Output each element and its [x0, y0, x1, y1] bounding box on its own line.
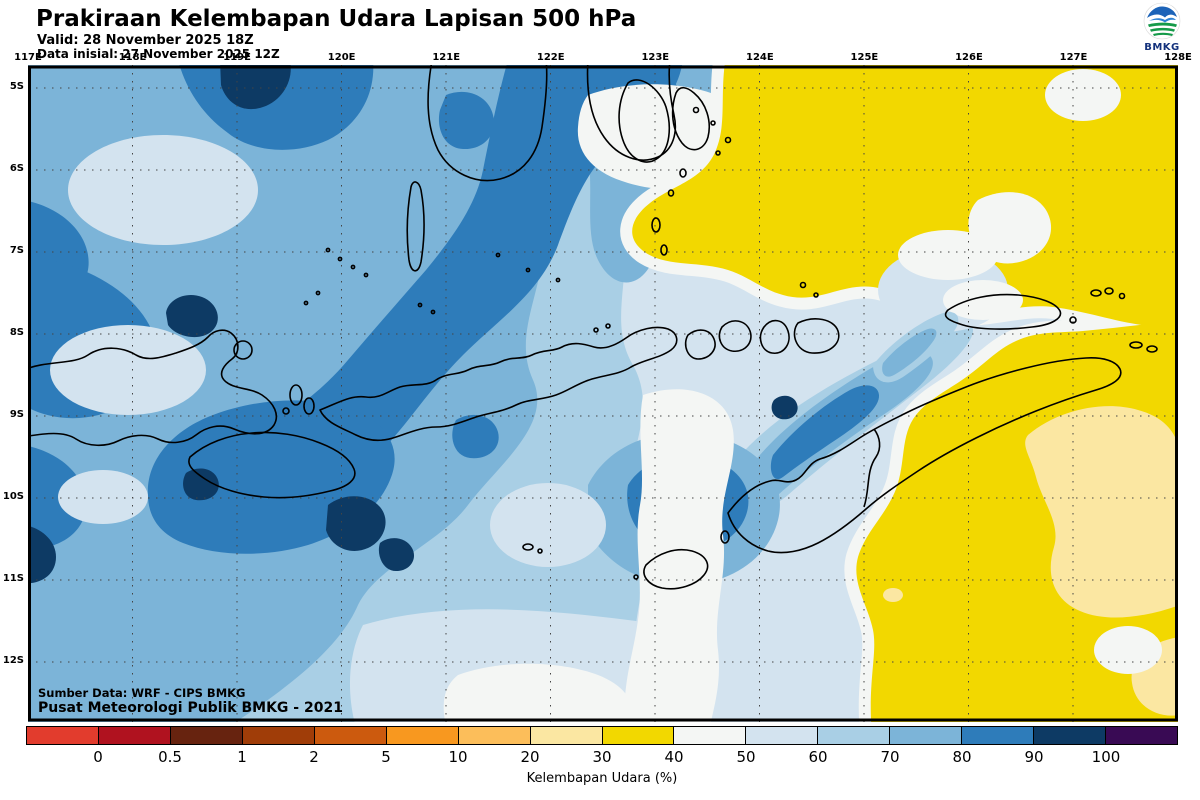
data-source-line2: Pusat Meteorologi Publik BMKG - 2021 [38, 699, 343, 716]
init-time-label: Data inisial: 27 November 2025 12Z [37, 47, 280, 61]
data-source: Sumber Data: WRF - CIPS BMKG Pusat Meteo… [38, 685, 343, 716]
lon-axis-label: 128E [1164, 52, 1192, 63]
lon-axis-label: 119E [223, 52, 251, 63]
lat-axis-label: 6S [9, 163, 24, 174]
lat-axis-label: 9S [9, 409, 24, 420]
legend-swatch [746, 727, 819, 744]
legend-tick-label: 30 [592, 748, 612, 766]
humidity-contour-map [28, 65, 1178, 722]
legend-tick-label: 5 [381, 748, 391, 766]
lon-axis-label: 120E [327, 52, 356, 63]
legend-swatch [1034, 727, 1107, 744]
graticule-grid [28, 65, 1178, 722]
colorbar-caption: Kelembapan Udara (%) [526, 771, 678, 786]
lon-axis-label: 126E [955, 52, 983, 63]
lat-axis-label: 10S [2, 491, 24, 502]
coastlines [28, 65, 1158, 590]
colorbar-legend [26, 726, 1178, 745]
lat-axis-label: 8S [9, 327, 24, 338]
humidity-band-20-30 [883, 406, 1178, 716]
map-area: Sumber Data: WRF - CIPS BMKG Pusat Meteo… [28, 65, 1178, 722]
valid-time-label: Valid: 28 November 2025 18Z [37, 33, 254, 48]
legend-swatch [818, 727, 891, 744]
legend-tick-label: 40 [664, 748, 684, 766]
legend-swatch [170, 727, 243, 744]
legend-swatch [674, 727, 747, 744]
lon-axis-label: 123E [641, 52, 670, 63]
legend-swatch [962, 727, 1035, 744]
legend-tick-label: 1 [237, 748, 247, 766]
legend-tick-label: 20 [520, 748, 540, 766]
legend-swatch [602, 727, 675, 744]
legend-tick-label: 50 [736, 748, 756, 766]
data-source-line1: Sumber Data: WRF - CIPS BMKG [38, 685, 246, 700]
legend-tick-label: 2 [309, 748, 319, 766]
legend-tick-label: 90 [1024, 748, 1044, 766]
legend-swatch [530, 727, 603, 744]
legend-swatch [386, 727, 459, 744]
lat-axis-label: 12S [2, 655, 24, 666]
lon-axis-label: 118E [118, 52, 147, 63]
lon-axis-label: 124E [745, 52, 774, 63]
bmkg-logo-icon [1143, 2, 1181, 40]
lon-axis-label: 117E [14, 52, 42, 63]
humidity-band-30-40 [620, 65, 1178, 722]
page-title: Prakiraan Kelembapan Udara Lapisan 500 h… [36, 6, 637, 32]
legend-swatch [27, 727, 99, 744]
white-pocket-bottom-right [1094, 626, 1162, 674]
lat-axis-label: 5S [9, 81, 24, 92]
lon-axis-label: 127E [1059, 52, 1088, 63]
legend-tick-label: 100 [1091, 748, 1121, 766]
legend-swatch [458, 727, 531, 744]
legend-swatch [1106, 727, 1177, 744]
yellow-region-pockets [873, 69, 1121, 383]
map-frame [28, 65, 1178, 722]
lat-axis-label: 7S [9, 245, 24, 256]
humidity-band-40-50 [443, 84, 759, 722]
legend-tick-label: 0 [93, 748, 103, 766]
legend-tick-label: 0.5 [158, 748, 182, 766]
legend-swatch [314, 727, 387, 744]
legend-swatch [98, 727, 171, 744]
bmkg-logo: BMKG [1136, 2, 1188, 53]
legend-tick-label: 70 [880, 748, 900, 766]
lon-axis-label: 122E [536, 52, 565, 63]
lat-axis-label: 11S [2, 573, 24, 584]
legend-tick-label: 60 [808, 748, 828, 766]
legend-tick-label: 80 [952, 748, 972, 766]
lon-axis-label: 125E [850, 52, 879, 63]
lon-axis-label: 121E [432, 52, 461, 63]
legend-tick-label: 10 [448, 748, 468, 766]
legend-swatch [890, 727, 963, 744]
bmkg-logo-label: BMKG [1144, 42, 1180, 53]
legend-swatch [242, 727, 315, 744]
